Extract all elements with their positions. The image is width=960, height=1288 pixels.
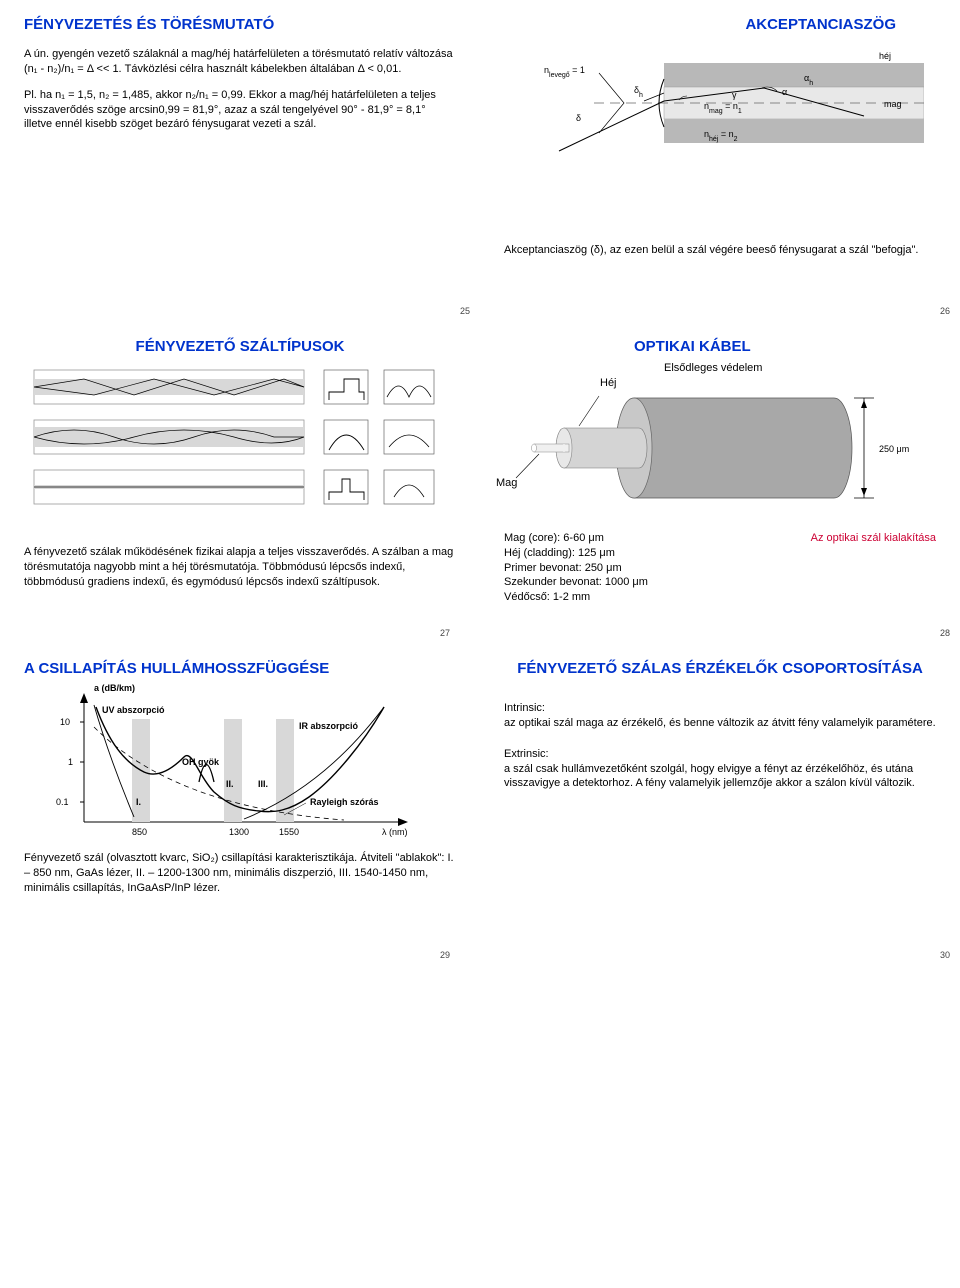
- paragraph: Intrinsic: az optikai szál maga az érzék…: [504, 701, 936, 731]
- slide-number: 27: [440, 628, 450, 638]
- slide-title: AKCEPTANCIASZÖG: [504, 16, 936, 33]
- svg-text:γ: γ: [732, 90, 737, 100]
- slide-27: FÉNYVEZETŐ SZÁLTÍPUSOK: [0, 322, 480, 644]
- slide-number: 25: [460, 306, 470, 316]
- slide-number: 29: [440, 950, 450, 960]
- svg-text:IR abszorpció: IR abszorpció: [299, 721, 359, 731]
- optical-cable-diagram: 250 μm Héj Mag: [504, 378, 936, 513]
- hej-label: Héj: [600, 376, 617, 391]
- svg-text:α: α: [782, 87, 787, 97]
- slide-28: OPTIKAI KÁBEL Elsődleges védelem: [480, 322, 960, 644]
- slide-title: FÉNYVEZETÉS ÉS TÖRÉSMUTATÓ: [24, 16, 456, 33]
- paragraph: A fényvezető szálak működésének fizikai …: [24, 545, 456, 590]
- slide-title: FÉNYVEZETŐ SZÁLAS ÉRZÉKELŐK CSOPORTOSÍTÁ…: [504, 660, 936, 677]
- slide-number: 28: [940, 628, 950, 638]
- svg-text:10: 10: [60, 717, 70, 727]
- mag-label: mag: [884, 99, 902, 109]
- svg-text:250 μm: 250 μm: [879, 444, 909, 454]
- paragraph: Fényvezető szál (olvasztott kvarc, SiO₂)…: [24, 851, 456, 896]
- intrinsic-heading: Intrinsic:: [504, 702, 545, 714]
- svg-text:UV abszorpció: UV abszorpció: [102, 705, 165, 715]
- elsodleges-label: Elsődleges védelem: [504, 361, 936, 376]
- svg-text:III.: III.: [258, 779, 268, 789]
- slide-26: AKCEPTANCIASZÖG nlevegő = 1 héj mag nmag…: [480, 0, 960, 322]
- slide-number: 26: [940, 306, 950, 316]
- caption: Akceptanciaszög (δ), az ezen belül a szá…: [504, 243, 936, 258]
- paragraph: Pl. ha n₁ = 1,5, n₂ = 1,485, akkor n₂/n₁…: [24, 88, 456, 133]
- paragraph: A ún. gyengén vezető szálaknál a mag/héj…: [24, 47, 456, 77]
- slide-note: Az optikai szál kialakítása: [786, 531, 936, 605]
- svg-text:850: 850: [132, 827, 147, 837]
- slide-29: A CSILLAPÍTÁS HULLÁMHOSSZFÜGGÉSE 10 1 0.…: [0, 644, 480, 966]
- slide-number: 30: [940, 950, 950, 960]
- svg-text:II.: II.: [226, 779, 234, 789]
- svg-text:1550: 1550: [279, 827, 299, 837]
- intrinsic-text: az optikai szál maga az érzékelő, és ben…: [504, 717, 936, 729]
- acceptance-angle-diagram: nlevegő = 1 héj mag nmag = n1 nhéj = n2 …: [504, 43, 936, 193]
- slide-title: FÉNYVEZETŐ SZÁLTÍPUSOK: [24, 338, 456, 355]
- svg-text:I.: I.: [136, 797, 141, 807]
- slide-title: A CSILLAPÍTÁS HULLÁMHOSSZFÜGGÉSE: [24, 660, 456, 677]
- svg-text:1300: 1300: [229, 827, 249, 837]
- n-levego-label: nlevegő = 1: [544, 65, 585, 79]
- svg-text:Rayleigh szórás: Rayleigh szórás: [310, 797, 379, 807]
- y-axis-label: a (dB/km): [94, 683, 135, 693]
- attenuation-chart: 10 1 0.1 850 1300 1550 λ (nm) I. II. III…: [24, 687, 456, 847]
- svg-text:λ (nm): λ (nm): [382, 827, 408, 837]
- slide-30: FÉNYVEZETŐ SZÁLAS ÉRZÉKELŐK CSOPORTOSÍTÁ…: [480, 644, 960, 966]
- svg-text:δh: δh: [634, 85, 643, 99]
- svg-text:OH gyök: OH gyök: [182, 757, 220, 767]
- fiber-types-diagram: [24, 365, 456, 515]
- hej-label: héj: [879, 51, 891, 61]
- svg-text:1: 1: [68, 757, 73, 767]
- extrinsic-text: a szál csak hullámvezetőként szolgál, ho…: [504, 763, 915, 790]
- mag-label: Mag: [496, 476, 517, 491]
- paragraph: Extrinsic: a szál csak hullámvezetőként …: [504, 747, 936, 792]
- slide-title: OPTIKAI KÁBEL: [504, 338, 936, 355]
- svg-text:0.1: 0.1: [56, 797, 69, 807]
- slide-25: FÉNYVEZETÉS ÉS TÖRÉSMUTATÓ A ún. gyengén…: [0, 0, 480, 322]
- spec-list: Mag (core): 6-60 μm Héj (cladding): 125 …: [504, 531, 766, 605]
- extrinsic-heading: Extrinsic:: [504, 748, 549, 760]
- svg-text:δ: δ: [576, 113, 581, 123]
